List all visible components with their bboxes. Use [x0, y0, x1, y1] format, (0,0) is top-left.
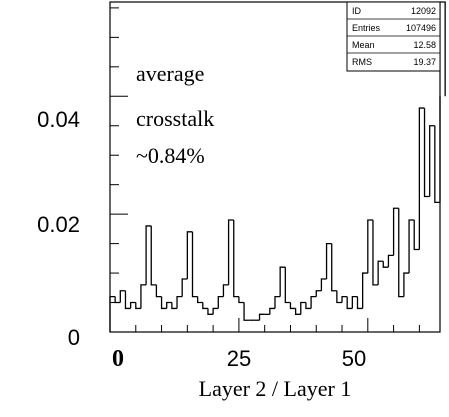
histogram-bin [336, 290, 343, 304]
histogram-bin [392, 207, 399, 256]
histogram-bin [279, 266, 286, 297]
x-tick-label-0: 0 [112, 346, 124, 372]
histogram-bin [160, 296, 167, 310]
annotation-line-3: ~0.84% [136, 143, 205, 168]
histogram-bin [109, 295, 116, 332]
histogram-bin [217, 295, 224, 309]
histogram-bin [398, 208, 404, 298]
histogram-bin [351, 295, 358, 309]
histogram-bin [238, 296, 245, 304]
stats-value-id: 12092 [411, 6, 436, 16]
stats-label-mean: Mean [352, 40, 375, 50]
histogram-bin [341, 295, 348, 303]
stats-value-mean: 12.58 [413, 40, 436, 50]
histogram-bin [429, 125, 435, 197]
histogram-bin [284, 267, 291, 304]
histogram-bin [197, 296, 203, 304]
y-tick-label-0.02: 0.02 [37, 212, 80, 237]
histogram-bin [294, 308, 301, 315]
stats-value-entries: 107496 [406, 23, 436, 33]
histogram-bin [191, 231, 198, 298]
x-axis-title: Layer 2 / Layer 1 [199, 376, 352, 401]
histogram-bin [145, 225, 152, 285]
histogram-bin [320, 278, 327, 291]
stats-label-entries: Entries [352, 23, 381, 33]
histogram-bin [315, 290, 322, 297]
histogram-bin [150, 225, 157, 286]
histogram-bin [346, 296, 353, 310]
histogram-bin [129, 301, 136, 309]
histogram-bin [331, 243, 337, 292]
histogram-bin [114, 296, 121, 304]
histogram-bin [440, 1, 446, 97]
histogram-bin [181, 278, 188, 297]
histogram-bin [418, 107, 425, 250]
histogram-bin [233, 220, 239, 298]
histogram-bin [372, 220, 379, 286]
histogram-bin [300, 301, 306, 315]
histogram-bin [274, 295, 281, 309]
histogram-bin [212, 307, 219, 315]
histogram-bin [423, 108, 430, 198]
histogram-bin [171, 302, 178, 310]
histogram-bin [408, 219, 415, 274]
histogram-bin [166, 301, 172, 309]
histogram-bin [356, 296, 363, 310]
x-tick-label-25: 25 [227, 346, 251, 371]
x-tick-label-50: 50 [342, 346, 366, 371]
histogram-bin [310, 295, 317, 309]
histogram-bin [119, 290, 126, 303]
stats-box: ID 12092 Entries 107496 Mean 12.58 RMS 1… [346, 1, 441, 72]
histogram-bin [289, 302, 296, 310]
histogram-bin [186, 231, 193, 279]
histogram-bin [434, 125, 440, 204]
histogram-bin [325, 242, 332, 279]
histogram-bin [227, 219, 234, 285]
histogram-bin [222, 284, 229, 297]
histogram-bin [176, 295, 183, 309]
histogram-bin [305, 302, 312, 310]
histogram-bin [207, 308, 214, 315]
stats-label-rms: RMS [352, 57, 372, 67]
y-tick-label-0: 0 [68, 325, 80, 350]
histogram-bin [124, 290, 131, 310]
histogram-bin [135, 302, 141, 310]
histogram-series [109, 1, 446, 332]
histogram-bin [362, 272, 368, 309]
histogram-bin [258, 313, 265, 321]
histogram-bin [269, 307, 275, 315]
stats-label-id: ID [352, 6, 362, 16]
histogram-bin [367, 219, 373, 274]
annotation-line-2: crosstalk [136, 106, 214, 131]
histogram-bin [243, 302, 250, 321]
annotation-line-1: average [136, 61, 204, 86]
histogram-bin [377, 260, 384, 285]
histogram-bin [413, 220, 420, 251]
stats-value-rms: 19.37 [413, 57, 436, 67]
histogram-bin [387, 254, 394, 268]
y-tick-label-0.04: 0.04 [37, 107, 80, 132]
histogram-bin [382, 261, 389, 268]
histogram-bin [403, 272, 410, 297]
histogram-bin [140, 284, 147, 309]
histogram-bin [202, 302, 208, 310]
histogram-bin [155, 284, 162, 298]
